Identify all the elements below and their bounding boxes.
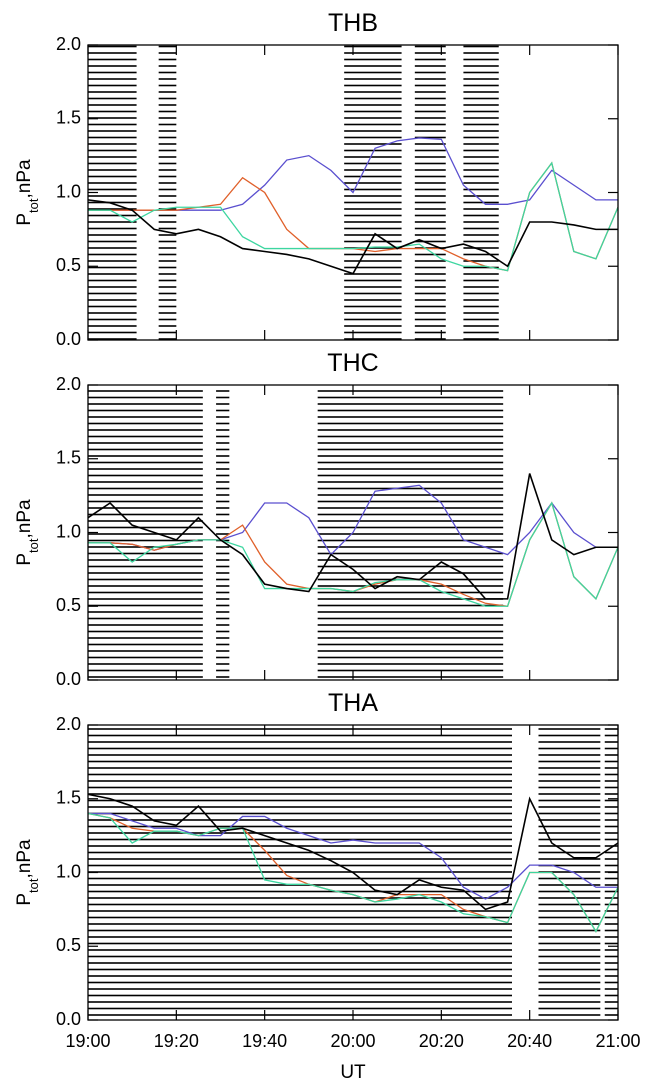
x-tick-label: 21:00	[595, 1031, 640, 1051]
x-tick-label: 20:00	[330, 1031, 375, 1051]
data-gap-hatch	[317, 385, 504, 680]
series-line	[88, 199, 618, 275]
y-label-main: P	[14, 893, 35, 906]
y-tick-label: 1.0	[56, 521, 81, 541]
y-tick-label: 2.0	[56, 374, 81, 394]
panel-title: THB	[328, 9, 378, 37]
data-gap-hatch	[88, 385, 203, 680]
data-gap-hatch	[414, 45, 446, 340]
series-line	[88, 161, 618, 272]
series-line	[88, 501, 618, 607]
series-line	[88, 473, 618, 600]
plot-frame	[87, 724, 619, 1021]
data-gap-hatch	[88, 725, 512, 1020]
y-label-sub: tot	[26, 538, 41, 553]
y-tick-label: 0.5	[56, 595, 81, 615]
y-axis-label: Ptot,nPa	[14, 159, 41, 226]
y-axis-label: Ptot,nPa	[14, 839, 41, 906]
y-tick-label: 2.0	[56, 34, 81, 54]
x-tick-label: 19:00	[65, 1031, 110, 1051]
y-tick-label: 1.5	[56, 108, 81, 128]
y-label-sub: tot	[26, 878, 41, 893]
series-line	[88, 812, 618, 933]
y-tick-label: 1.0	[56, 181, 81, 201]
series-line	[88, 793, 618, 911]
x-tick-label: 19:20	[154, 1031, 199, 1051]
x-axis-label: UT	[340, 1062, 366, 1083]
y-tick-label: 1.5	[56, 448, 81, 468]
series-line	[88, 812, 618, 900]
y-tick-label: 1.5	[56, 788, 81, 808]
y-tick-label: 1.0	[56, 861, 81, 881]
panel: THB 0.0 0.5 1.0 1.5 2.0 Ptot,nPa	[14, 9, 619, 349]
data-gap-hatch	[463, 45, 499, 340]
data-gap-hatch	[344, 45, 402, 340]
plot-frame	[87, 44, 619, 341]
y-label-sub: tot	[26, 198, 41, 213]
y-tick-label: 2.0	[56, 714, 81, 734]
y-label-main: P	[14, 553, 35, 566]
panel: THC 0.0 0.5 1.0 1.5 2.0 Ptot,nPa	[14, 349, 619, 689]
y-tick-label: 0.0	[56, 669, 81, 689]
x-tick-label: 20:40	[507, 1031, 552, 1051]
y-tick-label: 0.0	[56, 329, 81, 349]
y-label-rest: ,nPa	[14, 499, 35, 539]
y-label-rest: ,nPa	[14, 159, 35, 199]
x-tick-label: 19:40	[242, 1031, 287, 1051]
y-label-rest: ,nPa	[14, 839, 35, 879]
panel: THA 0.0 0.5 1.0 1.5 2.0 19:00 19:20 19:40 20:00 20…	[14, 689, 641, 1083]
y-axis-label: Ptot,nPa	[14, 499, 41, 566]
data-gap-hatch	[158, 45, 177, 340]
plot-frame	[87, 384, 619, 681]
x-tick-label: 20:20	[419, 1031, 464, 1051]
y-tick-label: 0.0	[56, 1009, 81, 1029]
y-tick-label: 0.5	[56, 935, 81, 955]
panel-title: THA	[328, 689, 378, 717]
data-gap-hatch	[216, 385, 230, 680]
y-tick-label: 0.5	[56, 255, 81, 275]
panel-title: THC	[327, 349, 378, 377]
y-label-main: P	[14, 213, 35, 226]
